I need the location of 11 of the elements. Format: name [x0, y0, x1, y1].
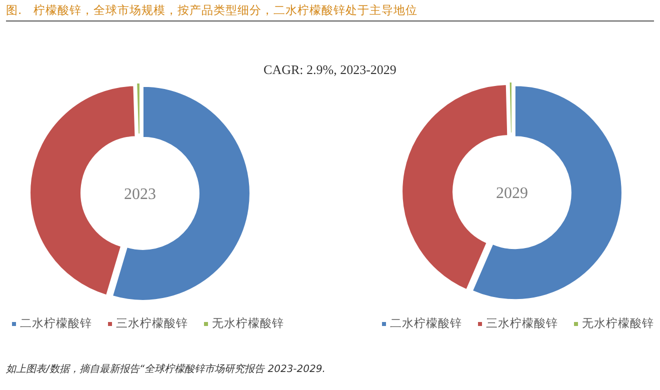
legend-label: 三水柠檬酸锌	[486, 316, 558, 330]
legend-label: 无水柠檬酸锌	[582, 316, 654, 330]
legend-label: 二水柠檬酸锌	[20, 316, 92, 330]
chart-title: 图. 柠檬酸锌，全球市场规模，按产品类型细分，二水柠檬酸锌处于主导地位	[6, 3, 418, 17]
text: CAGR: 2.9%, 2023-2029	[264, 62, 396, 77]
text: 如上图表/数据，摘自最新报告“全球柠檬酸锌市场研究报告 2023-2029.	[5, 363, 326, 375]
text: 2023	[124, 186, 156, 203]
legend-label: 三水柠檬酸锌	[116, 316, 188, 330]
legend-label: 无水柠檬酸锌	[212, 316, 284, 330]
legend-label: 二水柠檬酸锌	[390, 316, 462, 330]
text: 2029	[496, 185, 528, 202]
